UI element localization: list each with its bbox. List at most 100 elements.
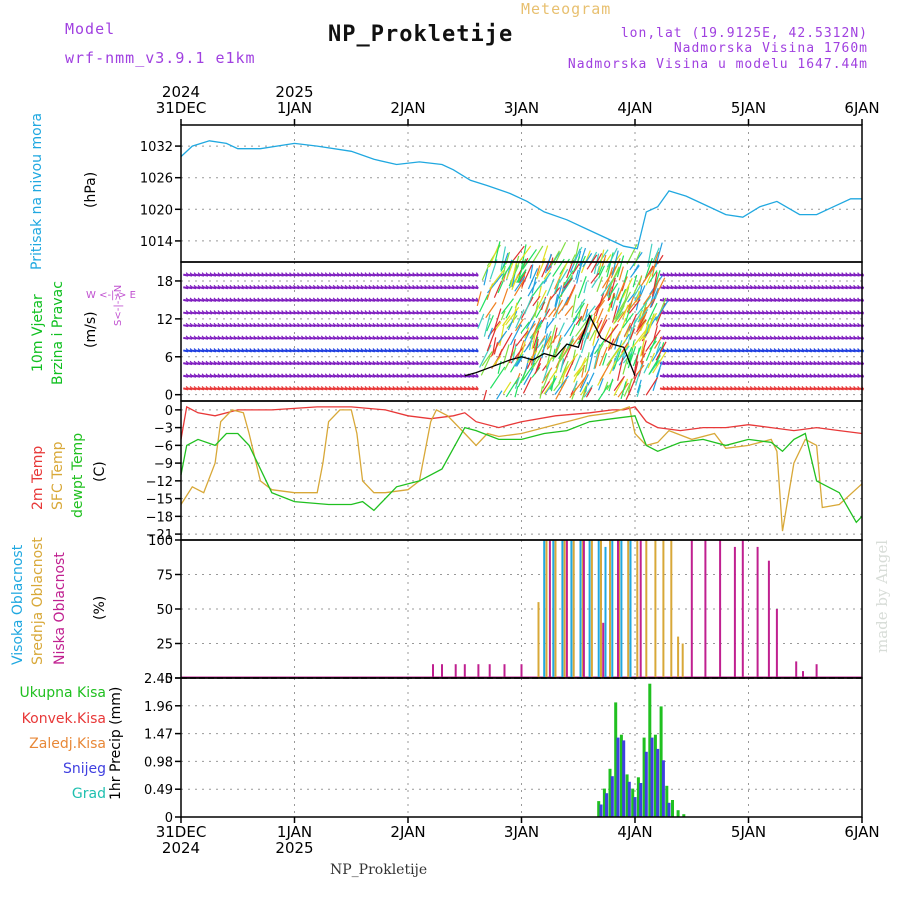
wind-barb-head: [797, 360, 801, 365]
wind-barb: [214, 324, 221, 328]
wind-barb: [782, 273, 789, 277]
wind-barb: [278, 311, 284, 315]
wind-barb-head: [702, 322, 706, 327]
wind-barb-head: [237, 373, 241, 378]
model-name: wrf-nmm_v3.9.1 e1km: [65, 49, 256, 67]
wind-barb-head: [253, 310, 257, 314]
wind-barb-head: [455, 360, 459, 365]
wind-barb: [377, 349, 384, 353]
wind-barb-storm: [638, 326, 652, 342]
wind-barb: [353, 298, 360, 302]
wind-barb-storm: [556, 260, 569, 285]
wind-barb-head: [745, 386, 749, 390]
wind-barb-head: [439, 322, 444, 327]
wind-barb-head: [745, 348, 749, 352]
wind-barb: [238, 273, 245, 277]
wind-barb: [723, 311, 729, 315]
wind-barb-head: [801, 310, 805, 314]
wind-barb: [409, 286, 415, 290]
wind-barb: [254, 311, 260, 315]
wind-barb-storm: [616, 306, 624, 320]
wind-barb-head: [674, 272, 678, 276]
wind-barb-head: [400, 348, 404, 352]
wind-barb: [266, 286, 272, 290]
wind-barb-head: [372, 297, 376, 302]
wind-barb: [767, 324, 773, 328]
wind-barb-head: [217, 348, 221, 352]
wind-barb-head: [392, 322, 396, 327]
model-altitude-label: Nadmorska Visina u modelu 1647.44m: [567, 57, 868, 72]
wind-barb-head: [455, 386, 459, 390]
wind-barb-head: [269, 360, 273, 365]
wind-barb: [369, 286, 376, 290]
wind-barb-storm: [502, 252, 509, 269]
wind-barb: [751, 349, 757, 353]
wind-barb-storm: [525, 357, 530, 371]
wind-barb: [755, 349, 761, 353]
wind-barb-head: [435, 310, 440, 314]
wind-barb: [711, 387, 717, 391]
wind-barb: [365, 362, 372, 366]
clouds-bar-1: [572, 540, 575, 678]
wind-barb-head: [229, 272, 233, 276]
wind-barb-head: [261, 272, 265, 276]
wind-barb-storm: [574, 298, 586, 314]
wind-barb: [727, 324, 733, 328]
wind-barb-head: [308, 335, 312, 340]
ytick-label-temperature: −12: [146, 475, 173, 490]
wind-barb-head: [324, 310, 328, 314]
wind-barb: [441, 311, 447, 315]
wind-barb: [778, 286, 785, 290]
wind-barb: [771, 286, 777, 290]
wind-barb: [671, 349, 678, 353]
wind-barb: [818, 298, 825, 302]
wind-barb-storm: [512, 302, 518, 323]
wind-barb-storm: [575, 269, 579, 280]
wind-barb-storm: [486, 315, 494, 332]
wind-barb: [441, 362, 447, 366]
wind-barb-head: [710, 297, 714, 302]
wind-barb-head: [328, 272, 332, 276]
wind-barb: [278, 273, 284, 277]
wind-barb-head: [714, 373, 718, 378]
wind-barb-head: [265, 272, 269, 276]
wind-barb-head: [217, 284, 221, 289]
wind-barb: [361, 336, 368, 340]
wind-barb-head: [265, 284, 269, 289]
wind-barb: [695, 273, 701, 277]
precip-bar-0: [602, 788, 606, 817]
wind-barb-head: [837, 360, 841, 365]
wind-barb-head: [475, 335, 479, 340]
wind-barb: [469, 387, 475, 391]
wind-barb: [262, 349, 268, 353]
precip-bar-1: [599, 804, 603, 817]
wind-barb: [743, 349, 749, 353]
wind-barb-head: [765, 360, 769, 365]
wind-barb-storm: [532, 350, 537, 365]
wind-barb-head: [412, 373, 416, 378]
wind-barb: [695, 336, 701, 340]
wind-barb-head: [471, 335, 475, 340]
wind-barb: [314, 387, 320, 391]
wind-barb-head: [197, 373, 201, 378]
wind-barb-head: [837, 310, 841, 314]
wind-barb-head: [420, 373, 424, 378]
wind-barb: [218, 387, 225, 391]
wind-barb: [250, 374, 256, 378]
wind-barb-head: [372, 386, 376, 390]
wind-barb: [802, 311, 809, 315]
wind-barb: [357, 298, 364, 302]
wind-barb-head: [197, 360, 201, 365]
wind-barb-head: [714, 322, 718, 327]
wind-barb-head: [785, 335, 789, 340]
wind-barb-storm: [609, 360, 617, 375]
wind-barb-head: [213, 360, 217, 365]
wind-barb-head: [281, 297, 285, 302]
wind-barb-head: [253, 373, 257, 378]
wind-barb-storm: [553, 381, 561, 392]
wind-barb-head: [670, 272, 674, 276]
wind-barb-head: [805, 373, 809, 378]
wind-barb-head: [686, 335, 690, 340]
wind-barb-head: [471, 322, 475, 327]
wind-barb-storm: [538, 272, 552, 289]
